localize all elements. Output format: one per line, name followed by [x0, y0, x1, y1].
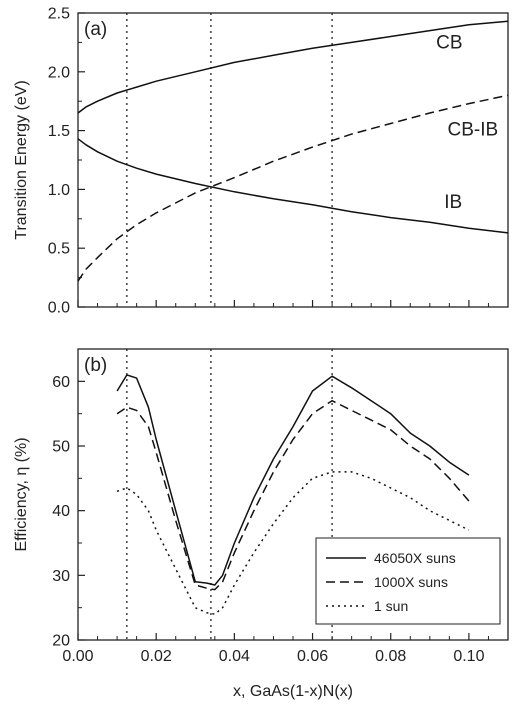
series-line-cb — [77, 20, 509, 114]
y-tick-label: 1.0 — [48, 182, 70, 199]
panel-a: 0.0 0.5 1.0 1.5 2.0 2.5 (a) Transition Energy (… — [13, 6, 509, 317]
y-tick-label: 2.0 — [48, 64, 70, 81]
curve-label: IB — [444, 192, 462, 213]
y-tick-label: 60 — [52, 374, 70, 391]
legend-label: 1 sun — [374, 598, 408, 614]
panel-tag: (b) — [84, 355, 107, 376]
y-tick-label: 0.0 — [48, 300, 70, 317]
panel-b: 20 30 40 50 60 0.00 0.02 0.04 0.06 0.08 0.10 (b) Eff… — [13, 348, 509, 700]
panel-tag: (a) — [84, 19, 107, 40]
y-tick-label: 0.5 — [48, 241, 70, 258]
y-axis-title: Efficiency, η (%) — [13, 437, 30, 551]
x-tick-label: 0.06 — [297, 648, 328, 665]
y-tick-label: 30 — [52, 568, 70, 585]
x-tick-label: 0.00 — [62, 648, 93, 665]
series-line-1-sun — [116, 471, 470, 615]
series-line-ib — [77, 138, 509, 234]
y-tick-label: 50 — [52, 439, 70, 456]
series-line-46050x-suns — [116, 374, 470, 586]
series-line-1000x-suns — [116, 399, 470, 591]
y-axis-title: Transition Energy (eV) — [13, 80, 30, 239]
y-tick-label: 1.5 — [48, 123, 70, 140]
x-tick-label: 0.10 — [453, 648, 484, 665]
legend-label: 1000X suns — [374, 574, 448, 590]
series-line-cb-ib — [77, 94, 509, 282]
y-tick-label: 2.5 — [48, 6, 70, 23]
plot-frame — [77, 12, 509, 308]
legend-box — [315, 537, 501, 625]
x-tick-label: 0.08 — [375, 648, 406, 665]
x-tick-label: 0.02 — [141, 648, 172, 665]
legend-label: 46050X suns — [374, 550, 456, 566]
y-tick-label: 40 — [52, 503, 70, 520]
curve-label: CB-IB — [447, 119, 498, 140]
y-tick-label: 20 — [52, 633, 70, 650]
x-tick-label: 0.04 — [219, 648, 250, 665]
curve-label: CB — [436, 32, 462, 53]
x-axis-title: x, GaAs(1-x)N(x) — [233, 683, 353, 700]
